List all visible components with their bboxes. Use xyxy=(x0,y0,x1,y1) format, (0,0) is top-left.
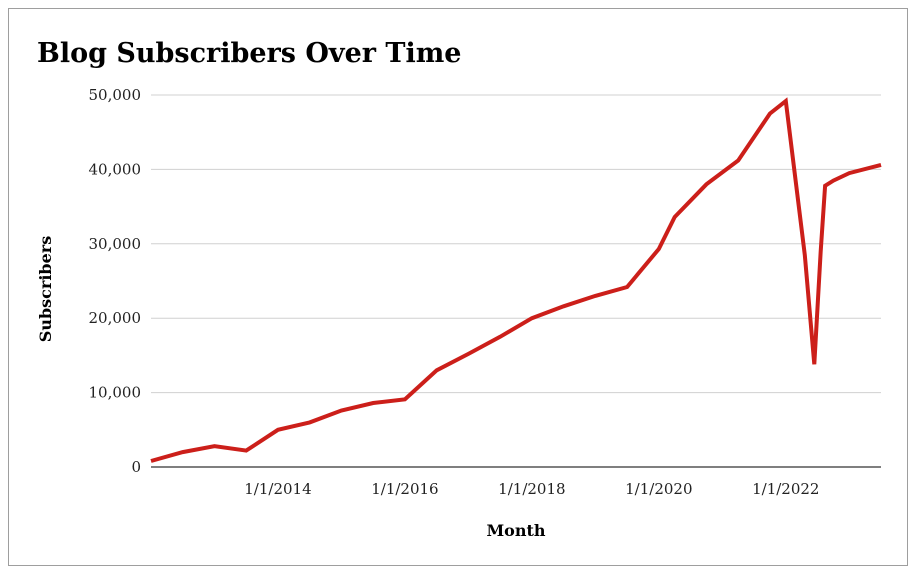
gridlines xyxy=(151,94,881,394)
y-tick-label: 50,000 xyxy=(89,86,142,104)
y-tick-label: 20,000 xyxy=(89,309,142,327)
y-tick-label: 0 xyxy=(131,458,141,476)
x-tick-label: 1/1/2020 xyxy=(625,480,692,498)
y-tick-label: 30,000 xyxy=(89,235,142,253)
line-chart: Blog Subscribers Over Time 0 10,000 20,000… xyxy=(36,38,882,540)
x-axis-label: Month xyxy=(486,521,545,540)
subscribers-series-line xyxy=(150,97,882,463)
x-tick-label: 1/1/2022 xyxy=(752,480,819,498)
y-tick-label: 10,000 xyxy=(89,384,142,402)
chart-title: Blog Subscribers Over Time xyxy=(37,38,462,69)
x-tick-label: 1/1/2018 xyxy=(498,480,565,498)
y-tick-label: 40,000 xyxy=(89,160,142,178)
chart-frame: Blog Subscribers Over Time 0 10,000 20,000… xyxy=(8,8,908,566)
y-axis-ticks: 0 10,000 20,000 30,000 40,000 50,000 xyxy=(89,86,142,476)
x-axis-ticks: 1/1/2014 1/1/2016 1/1/2018 1/1/2020 1/1/2022 xyxy=(244,480,819,498)
y-axis-label: Subscribers xyxy=(36,236,55,342)
x-tick-label: 1/1/2014 xyxy=(244,480,311,498)
x-tick-label: 1/1/2016 xyxy=(371,480,438,498)
